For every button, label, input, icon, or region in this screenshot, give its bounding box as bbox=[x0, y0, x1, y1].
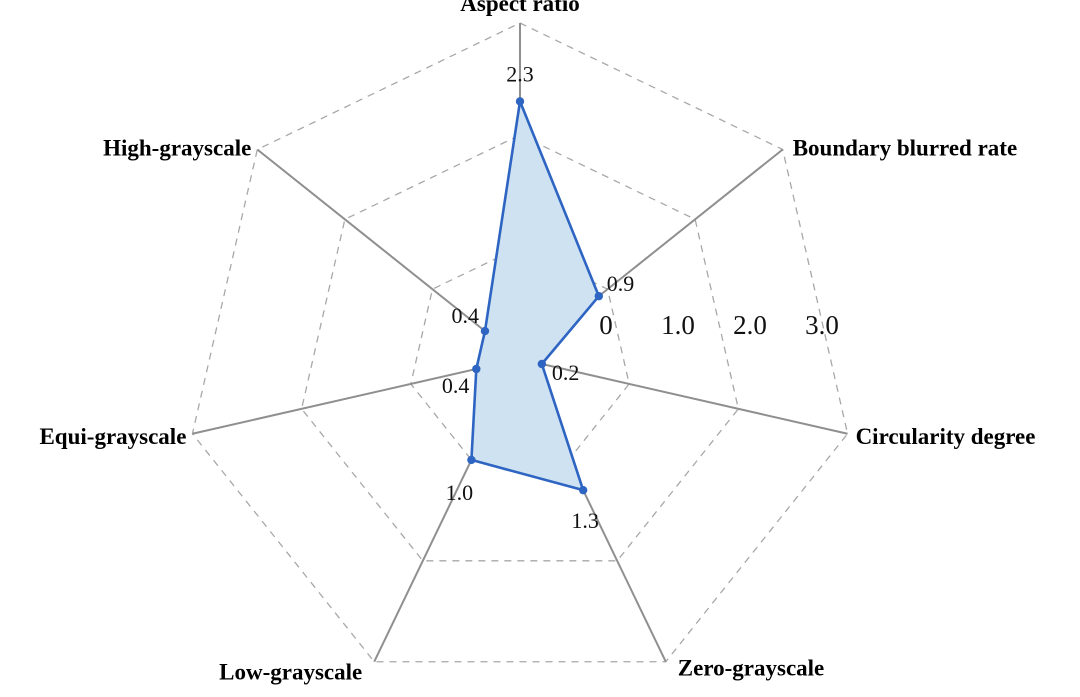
value-label-circularity-degree: 0.2 bbox=[552, 360, 580, 385]
scale-label-1: 1.0 bbox=[661, 310, 695, 340]
value-label-low-grayscale: 1.0 bbox=[446, 480, 474, 505]
value-label-zero-grayscale: 1.3 bbox=[571, 508, 599, 533]
scale-label-0: 0 bbox=[599, 310, 613, 340]
grid-ring-3 bbox=[191, 22, 849, 663]
label-layer: Aspect ratio Boundary blurred rate Circula… bbox=[39, 0, 1035, 685]
value-label-aspect-ratio: 2.3 bbox=[506, 61, 534, 86]
value-label-high-grayscale: 0.4 bbox=[451, 303, 479, 328]
axis-title-boundary-blurred-rate: Boundary blurred rate bbox=[793, 136, 1017, 161]
grid-ring-2 bbox=[300, 134, 740, 562]
spoke-equi-grayscale bbox=[192, 358, 521, 435]
series-area bbox=[470, 100, 601, 492]
axis-title-circularity-degree: Circularity degree bbox=[856, 424, 1036, 449]
data-point-equi-grayscale bbox=[472, 364, 481, 374]
axis-title-equi-grayscale: Equi-grayscale bbox=[39, 424, 186, 449]
data-point-high-grayscale bbox=[480, 326, 490, 336]
data-point-circularity-degree bbox=[537, 359, 547, 369]
data-point-low-grayscale bbox=[467, 455, 476, 465]
axis-title-aspect-ratio: Aspect ratio bbox=[460, 0, 579, 16]
spoke-high-grayscale bbox=[256, 148, 521, 360]
scale-label-2: 2.0 bbox=[733, 310, 767, 340]
axis-title-high-grayscale: High-grayscale bbox=[103, 136, 251, 161]
data-point-zero-grayscale bbox=[578, 485, 588, 495]
value-label-boundary-blurred-rate: 0.9 bbox=[607, 271, 635, 296]
spoke-circularity-degree bbox=[519, 358, 848, 435]
data-point-boundary-blurred-rate bbox=[594, 291, 604, 301]
series-layer bbox=[467, 97, 604, 495]
axis-title-zero-grayscale: Zero-grayscale bbox=[678, 656, 824, 681]
data-point-aspect-ratio bbox=[515, 97, 525, 106]
value-label-equi-grayscale: 0.4 bbox=[442, 373, 470, 398]
scale-label-3: 3.0 bbox=[805, 310, 839, 340]
axis-title-low-grayscale: Low-grayscale bbox=[219, 660, 362, 685]
